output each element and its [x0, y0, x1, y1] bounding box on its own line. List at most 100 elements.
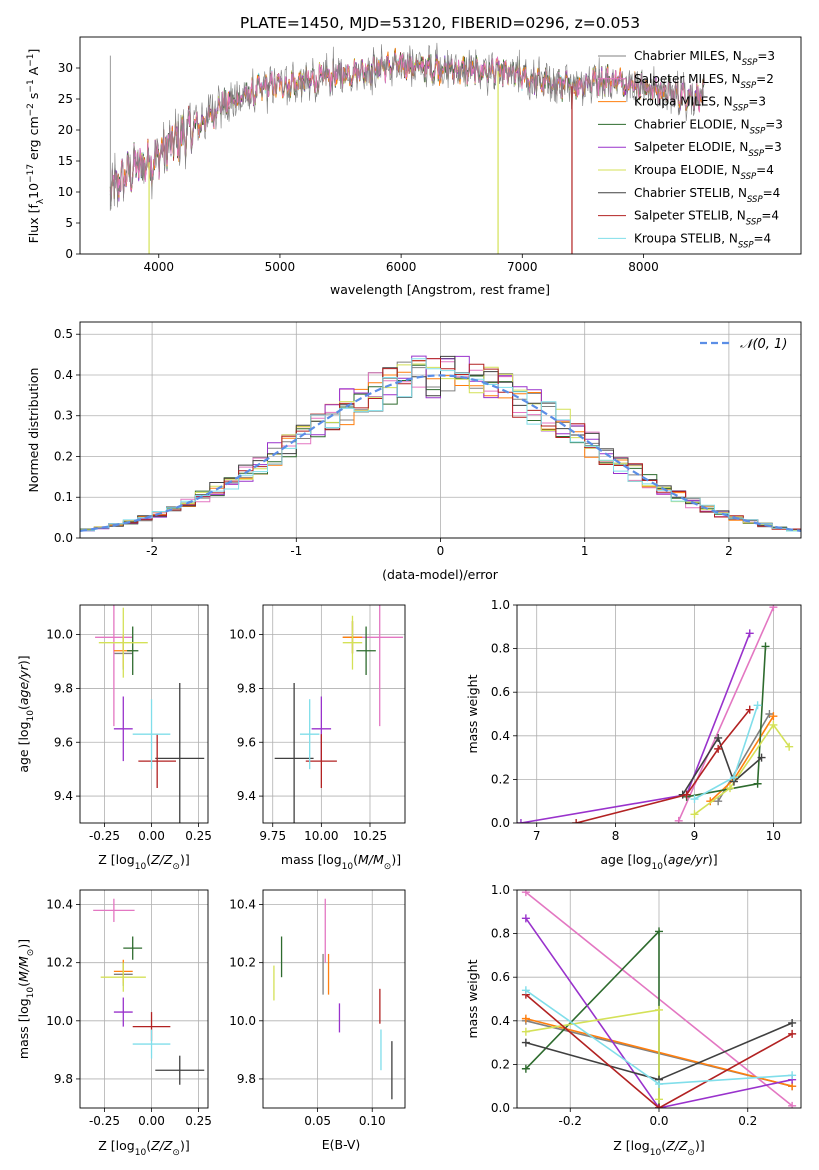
massweight-vs-Z-marker	[788, 1101, 797, 1108]
spectrum-ytick-label: 10	[58, 185, 73, 199]
mass-vs-Z-ytick-label: 10.2	[46, 956, 73, 970]
mass-vs-EBV-ytick-label: 10.2	[229, 956, 256, 970]
residuals-ytick-label: 0.1	[54, 490, 73, 504]
massweight-vs-age-marker	[745, 705, 754, 714]
massweight-vs-age-marker	[690, 810, 699, 819]
age-vs-Z-ylabel: age [log10(age/yr)]	[16, 655, 36, 772]
massweight-vs-Z-marker	[655, 927, 663, 936]
residuals-ylabel: Normed distribution	[26, 368, 41, 493]
massweight-vs-age-marker	[761, 642, 770, 651]
spectrum-frame	[79, 36, 802, 255]
mass-vs-EBV-xtick-label: 0.05	[304, 1114, 331, 1128]
spectrum-ytick-label: 20	[58, 123, 73, 137]
mass-vs-Z-xlabel: Z [log10(Z/Z⊙)]	[98, 1138, 189, 1158]
legend-label: Kroupa MILES, NSSP=3	[634, 95, 766, 114]
massweight-vs-age-marker	[757, 753, 766, 762]
age-vs-mass-xlabel: mass [log10(M/M⊙)]	[281, 852, 401, 872]
massweight-vs-age-ytick-label: 0.2	[491, 772, 510, 786]
massweight-vs-Z-marker	[655, 1080, 663, 1089]
massweight-vs-age-marker	[753, 779, 762, 788]
massweight-vs-age-marker	[714, 733, 723, 742]
mass-vs-Z-xtick-label: 0.00	[138, 1114, 165, 1128]
spectrum-xtick-label: 6000	[386, 260, 417, 274]
age-vs-mass-xtick-label: 10.25	[353, 829, 387, 843]
mass-vs-Z-ytick-label: 10.0	[46, 1014, 73, 1028]
mass-vs-Z-ylabel: mass [log10(M/M⊙)]	[16, 939, 36, 1059]
spectrum-series-0	[110, 42, 705, 210]
age-vs-mass-ytick-label: 9.8	[237, 681, 256, 695]
massweight-vs-age-marker	[769, 605, 778, 612]
massweight-vs-age-ytick-label: 0.4	[491, 729, 510, 743]
massweight-vs-age-ylabel: mass weight	[465, 674, 480, 753]
massweight-vs-Z-marker	[521, 1014, 530, 1023]
massweight-vs-Z-ytick-label: 0.8	[491, 927, 510, 941]
age-vs-mass-ytick-label: 9.4	[237, 789, 256, 803]
legend-label: Chabrier ELODIE, NSSP=3	[634, 117, 783, 136]
age-vs-Z-xtick-label: 0.25	[185, 829, 212, 843]
massweight-vs-Z-ytick-label: 1.0	[491, 883, 510, 897]
massweight-vs-Z-xlabel: Z [log10(Z/Z⊙)]	[613, 1138, 704, 1158]
massweight-vs-Z-marker	[788, 1029, 797, 1038]
age-vs-mass-axes: 9.75 10.00 10.25 9.4 9.6 9.8 10.0	[229, 605, 405, 843]
massweight-vs-Z-marker	[655, 1005, 663, 1014]
spectrum-xtick-label: 8000	[628, 260, 659, 274]
massweight-vs-Z-line-4	[525, 917, 793, 1108]
age-vs-Z-xlabel: Z [log10(Z/Z⊙)]	[98, 852, 189, 872]
massweight-vs-age-marker	[517, 819, 525, 823]
massweight-vs-age-line-1	[677, 606, 775, 822]
spectrum-xtick-label: 4000	[143, 260, 174, 274]
massweight-vs-Z-ytick-label: 0.6	[491, 970, 510, 984]
massweight-vs-Z-marker	[655, 1104, 663, 1108]
legend-label: Kroupa STELIB, NSSP=4	[634, 231, 771, 250]
massweight-vs-Z-marker	[788, 1071, 797, 1080]
age-vs-Z-ytick-label: 9.8	[54, 681, 73, 695]
massweight-vs-age-marker	[785, 742, 794, 751]
mass-vs-EBV-frame	[262, 889, 406, 1109]
normal-curve	[80, 374, 801, 532]
age-vs-mass-xtick-label: 10.00	[304, 829, 338, 843]
age-vs-Z-frame	[79, 604, 209, 824]
residuals-ytick-label: 0.4	[54, 368, 73, 382]
massweight-vs-age-line-5	[694, 723, 790, 815]
legend-label: Chabrier STELIB, NSSP=4	[634, 186, 780, 205]
mass-vs-Z-xtick-label: -0.25	[89, 1114, 120, 1128]
massweight-vs-age-marker	[729, 773, 738, 782]
spectrum-ytick-label: 0	[65, 247, 73, 261]
mass-vs-EBV-plot	[273, 898, 393, 1100]
spectrum-ytick-label: 5	[65, 216, 73, 230]
legend-label: Salpeter STELIB, NSSP=4	[634, 209, 779, 228]
mass-vs-Z-axes: -0.25 0.00 0.25 9.8 10.0 10.2 10.4	[46, 890, 212, 1128]
massweight-vs-Z-axes: -0.2 0.0 0.2 0.0 0.2 0.4 0.6 0.8 1.0	[491, 883, 801, 1128]
age-vs-Z-plot	[95, 605, 205, 823]
residuals-axes: -2 -1 0 1 2 0.0 0.1 0.2 0.3 0.4 0.5	[54, 322, 801, 558]
mass-vs-EBV-xtick-label: 0.10	[359, 1114, 386, 1128]
massweight-vs-Z-marker	[521, 1027, 530, 1036]
age-vs-mass-xtick-label: 9.75	[259, 829, 286, 843]
massweight-vs-Z-marker	[521, 1064, 530, 1073]
mass-vs-Z-xtick-label: 0.25	[185, 1114, 212, 1128]
massweight-vs-age-xtick-label: 8	[612, 829, 620, 843]
massweight-vs-age-plot	[517, 605, 794, 823]
mass-vs-Z-frame	[79, 889, 209, 1109]
legend-label: Salpeter ELODIE, NSSP=3	[634, 140, 782, 159]
age-vs-mass-plot	[274, 605, 404, 823]
residuals-ytick-label: 0.0	[54, 531, 73, 545]
mass-vs-EBV-ytick-label: 9.8	[237, 1072, 256, 1086]
mass-vs-Z-ytick-label: 9.8	[54, 1072, 73, 1086]
massweight-vs-age-ytick-label: 0.6	[491, 685, 510, 699]
massweight-vs-Z-ytick-label: 0.4	[491, 1014, 510, 1028]
massweight-vs-Z-marker	[788, 1018, 797, 1027]
residuals-frame	[79, 321, 802, 539]
age-vs-mass-ytick-label: 10.0	[229, 628, 256, 642]
massweight-vs-Z-marker	[521, 890, 530, 897]
age-vs-Z-ytick-label: 10.0	[46, 628, 73, 642]
massweight-vs-Z-line-3	[525, 929, 660, 1108]
massweight-vs-age-marker	[726, 784, 734, 793]
massweight-vs-age-marker	[690, 795, 699, 804]
spectrum-xtick-label: 7000	[507, 260, 538, 274]
histogram-series-8	[80, 358, 801, 532]
age-vs-Z-xtick-label: 0.00	[138, 829, 165, 843]
spectrum-ylabel: Flux [fλ10−17 erg cm−2 s−1 A−1]	[26, 49, 46, 244]
residuals-xtick-label: 0	[437, 544, 445, 558]
age-vs-mass-ytick-label: 9.6	[237, 735, 256, 749]
